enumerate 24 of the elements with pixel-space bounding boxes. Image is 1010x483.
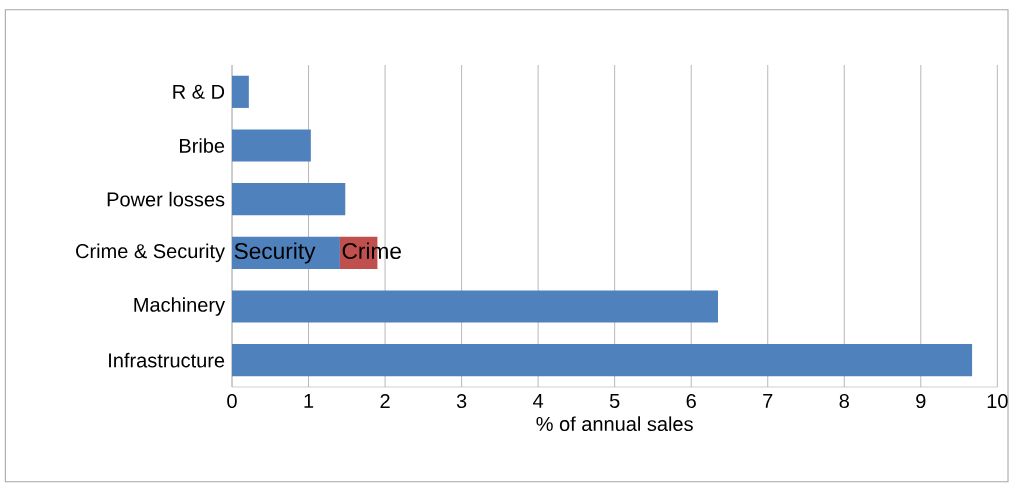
x-tick-label: 0 — [227, 393, 237, 409]
bar — [232, 183, 346, 216]
y-tick-label: Machinery — [134, 297, 226, 316]
bar — [232, 290, 718, 323]
y-tick-label: Infrastructure — [109, 352, 225, 368]
x-tick-label: 2 — [380, 393, 390, 408]
x-tick-label: 4 — [533, 393, 544, 408]
y-tick-label: R & D — [173, 84, 225, 99]
x-tick-label: 6 — [686, 393, 696, 409]
y-tick-label: Power losses — [107, 191, 225, 207]
x-tick-label: 10 — [987, 393, 1008, 409]
bar — [232, 344, 973, 377]
y-tick-label: Bribe — [180, 138, 225, 153]
bar — [232, 75, 249, 108]
x-axis-title: % of annual sales — [536, 416, 693, 432]
x-tick-label: 3 — [456, 393, 467, 409]
x-tick-label: 9 — [916, 393, 926, 409]
annotation: Security — [234, 242, 316, 264]
x-tick-label: 7 — [763, 393, 773, 408]
x-tick-label: 1 — [304, 393, 314, 408]
x-tick-label: 8 — [839, 393, 849, 409]
x-tick-label: 5 — [609, 393, 620, 408]
bar — [232, 129, 311, 162]
y-tick-label: Crime & Security — [76, 243, 225, 263]
